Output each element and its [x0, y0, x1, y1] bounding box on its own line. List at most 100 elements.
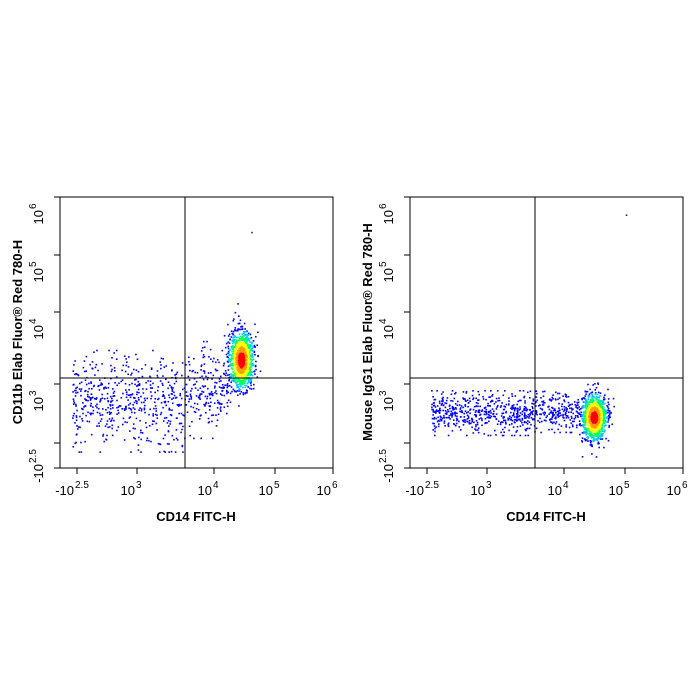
event-dot — [458, 426, 461, 428]
event-dot — [72, 391, 74, 393]
event-dot — [582, 397, 585, 399]
event-dot — [570, 415, 573, 418]
event-dot — [224, 346, 227, 349]
event-dot — [116, 384, 118, 387]
event-dot — [132, 423, 135, 425]
event-dot — [601, 420, 603, 423]
event-dot — [237, 322, 240, 325]
event-dot — [594, 433, 596, 436]
event-dot — [528, 417, 530, 419]
event-dot — [252, 350, 254, 352]
event-dot — [235, 380, 237, 382]
event-dot — [442, 396, 444, 399]
event-dot — [478, 393, 480, 396]
event-dot — [199, 398, 201, 400]
event-dot — [203, 363, 206, 365]
event-dot — [450, 393, 453, 396]
event-dot — [443, 416, 445, 419]
event-dot — [507, 419, 510, 421]
event-dot — [458, 420, 460, 423]
event-dot — [520, 399, 522, 402]
event-dot — [541, 400, 543, 403]
event-dot — [563, 399, 565, 402]
event-dot — [203, 370, 206, 372]
event-dot — [143, 401, 145, 404]
event-dot — [560, 414, 562, 417]
event-dot — [107, 426, 109, 429]
event-dot — [436, 420, 439, 423]
event-dot — [569, 431, 572, 434]
event-dot — [131, 382, 133, 385]
event-dot — [251, 343, 253, 345]
event-dot — [223, 372, 225, 375]
y-axis-label: Mouse IgG1 Elab Fluor® Red 780-H — [360, 223, 375, 441]
event-dot — [462, 391, 465, 393]
event-dot — [82, 366, 85, 369]
event-dot — [459, 408, 462, 410]
x-tick-marks — [426, 468, 684, 474]
event-dot — [478, 409, 481, 412]
event-dot — [595, 438, 597, 441]
event-dot — [587, 383, 589, 386]
event-dot — [243, 322, 246, 325]
event-dot — [179, 422, 181, 425]
event-dot — [89, 363, 91, 366]
event-dot — [194, 383, 196, 385]
event-dot — [91, 367, 93, 370]
event-dot — [235, 336, 238, 339]
event-dot — [597, 437, 599, 439]
event-dot — [450, 410, 453, 413]
event-dot — [472, 397, 475, 399]
event-dot — [543, 390, 546, 393]
event-dot — [92, 412, 94, 415]
event-dot — [76, 409, 78, 412]
event-dot — [210, 414, 213, 417]
event-dot — [131, 393, 134, 395]
event-dot — [127, 373, 129, 376]
event-dot — [548, 408, 551, 411]
event-dot — [201, 390, 203, 393]
event-dot — [598, 428, 601, 431]
event-dot — [80, 388, 83, 390]
event-dot — [125, 407, 127, 409]
event-dot — [227, 335, 230, 337]
event-dot — [165, 378, 167, 381]
event-dot — [500, 415, 503, 417]
event-dot — [451, 412, 454, 414]
event-dot — [464, 404, 466, 406]
event-dot — [456, 404, 459, 407]
event-dot — [253, 370, 255, 373]
event-dot — [433, 422, 435, 425]
event-dot — [574, 416, 577, 419]
event-dot — [460, 411, 463, 413]
event-dot — [172, 362, 174, 364]
event-dot — [113, 367, 116, 369]
event-dot — [590, 401, 593, 404]
event-dot — [513, 434, 516, 437]
event-dot — [611, 423, 613, 426]
event-dot — [233, 361, 235, 364]
event-dot — [477, 390, 480, 393]
event-dot — [535, 410, 538, 412]
event-dot — [511, 419, 514, 422]
event-dot — [584, 395, 587, 397]
event-dot — [450, 413, 452, 415]
event-dot — [551, 396, 554, 399]
event-dot — [158, 451, 161, 453]
event-dot — [535, 427, 538, 430]
event-dot — [230, 364, 232, 367]
event-dot — [188, 379, 191, 381]
event-dot — [74, 373, 76, 376]
event-dot — [227, 347, 230, 350]
event-dot — [200, 437, 202, 440]
event-dot — [252, 364, 255, 367]
event-dot — [247, 379, 250, 381]
x-axis-label: CD14 FITC-H — [506, 509, 585, 524]
event-dot — [565, 394, 567, 396]
event-dot — [579, 424, 581, 427]
event-dot — [210, 392, 212, 395]
event-dot — [169, 420, 172, 423]
event-dot — [584, 439, 587, 442]
event-dot — [552, 409, 555, 412]
event-dot — [221, 394, 223, 396]
